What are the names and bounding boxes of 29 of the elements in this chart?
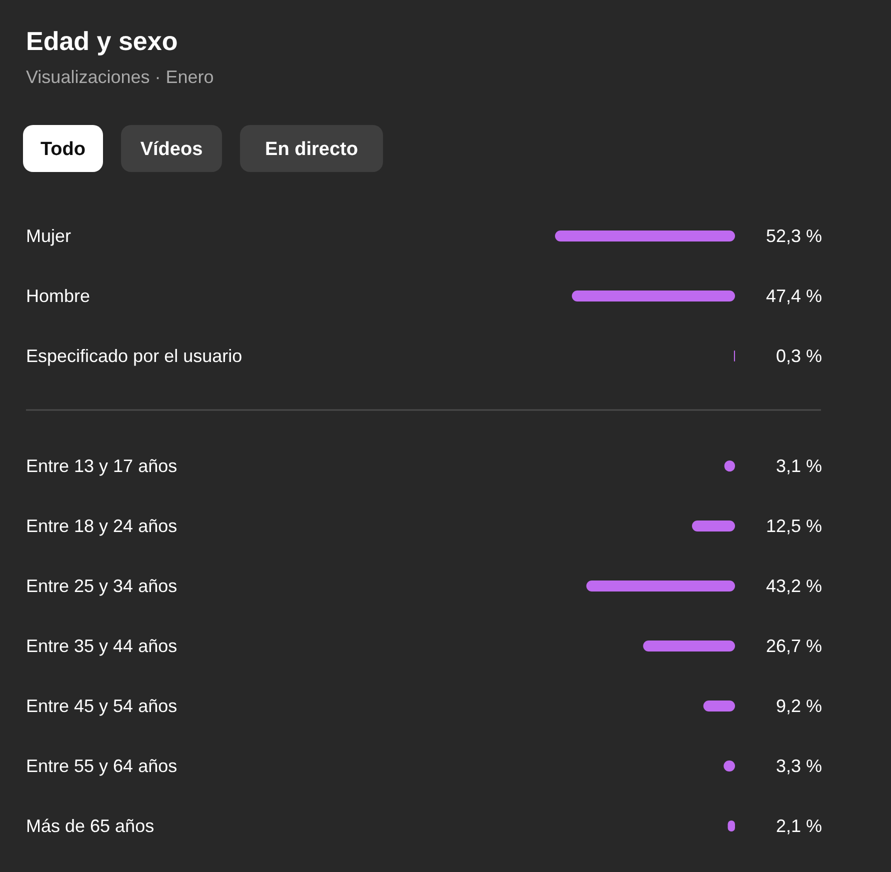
y-tick-label: Entre 13 y 17 años (26, 456, 178, 476)
y-tick-label: Entre 45 y 54 años (26, 696, 178, 716)
data-label: 3,3 % (776, 756, 822, 776)
data-label: 0,3 % (776, 346, 822, 366)
text: Edad y sexo (26, 26, 178, 56)
data-label: 47,4 % (766, 286, 822, 306)
text: Todo (40, 139, 86, 160)
data-label: 26,7 % (766, 636, 822, 656)
bar (692, 520, 735, 532)
text: En directo (265, 139, 358, 160)
y-tick-label: Entre 18 y 24 años (26, 516, 178, 536)
y-tick-label: Especificado por el usuario (26, 346, 242, 366)
y-tick-label: Entre 35 y 44 años (26, 636, 178, 656)
y-tick-label: Mujer (26, 226, 72, 246)
y-tick-label: Entre 25 y 34 años (26, 576, 178, 596)
y-tick-label: Entre 55 y 64 años (26, 756, 178, 776)
text: Visualizaciones · Enero (26, 67, 214, 87)
data-label: 12,5 % (766, 516, 822, 536)
data-label: 9,2 % (776, 696, 822, 716)
bar (586, 580, 735, 592)
text: Vídeos (140, 139, 203, 160)
data-label: 52,3 % (766, 226, 822, 246)
y-tick-label: Más de 65 años (26, 816, 154, 836)
data-label: 2,1 % (776, 816, 822, 836)
data-label: 3,1 % (776, 456, 822, 476)
y-tick-label: Hombre (26, 286, 90, 306)
bar (703, 700, 735, 712)
bar (643, 640, 735, 652)
data-label: 43,2 % (766, 576, 822, 596)
